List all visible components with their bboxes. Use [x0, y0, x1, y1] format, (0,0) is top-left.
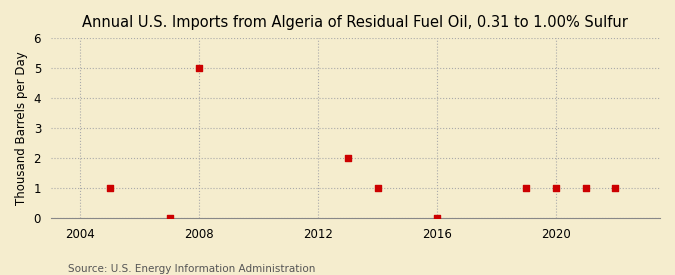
Point [580, 186, 591, 190]
Point [551, 186, 562, 190]
Y-axis label: Thousand Barrels per Day: Thousand Barrels per Day [15, 51, 28, 205]
Title: Annual U.S. Imports from Algeria of Residual Fuel Oil, 0.31 to 1.00% Sulfur: Annual U.S. Imports from Algeria of Resi… [82, 15, 628, 30]
Point [194, 66, 205, 70]
Point [105, 186, 115, 190]
Point [521, 186, 532, 190]
Text: Source: U.S. Energy Information Administration: Source: U.S. Energy Information Administ… [68, 264, 315, 274]
Point [342, 156, 353, 160]
Point [164, 216, 175, 220]
Point [373, 186, 383, 190]
Point [432, 216, 443, 220]
Point [610, 186, 621, 190]
